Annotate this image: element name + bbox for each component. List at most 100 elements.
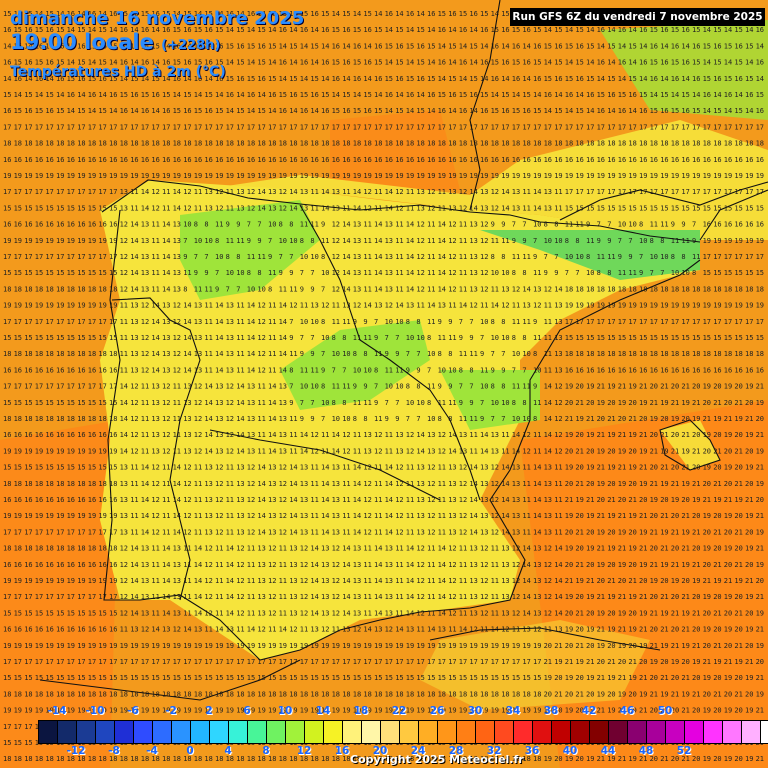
grid-value: 15 bbox=[204, 91, 212, 99]
grid-value: 16 bbox=[45, 107, 53, 115]
grid-value: 19 bbox=[448, 172, 456, 180]
grid-value: 17 bbox=[385, 658, 393, 666]
grid-value: 8 bbox=[681, 253, 685, 261]
grid-value: 15 bbox=[56, 399, 64, 407]
grid-value: 18 bbox=[745, 350, 753, 358]
grid-value: 14 bbox=[374, 609, 382, 617]
grid-value: 17 bbox=[522, 658, 530, 666]
grid-value: 14 bbox=[130, 285, 138, 293]
grid-value: 17 bbox=[24, 593, 32, 601]
grid-value: 13 bbox=[533, 545, 541, 553]
grid-value: 20 bbox=[575, 755, 583, 763]
grid-value: 10 bbox=[226, 269, 234, 277]
grid-value: 14 bbox=[289, 496, 297, 504]
grid-value: 19 bbox=[310, 707, 318, 715]
grid-value: 11 bbox=[120, 366, 128, 374]
grid-value: 11 bbox=[533, 334, 541, 342]
grid-value: 16 bbox=[67, 366, 75, 374]
grid-value: 11 bbox=[671, 237, 679, 245]
grid-value: 17 bbox=[745, 188, 753, 196]
grid-value: 16 bbox=[639, 26, 647, 34]
grid-value: 21 bbox=[724, 658, 732, 666]
grid-value: 12 bbox=[151, 188, 159, 196]
grid-value: 19 bbox=[226, 642, 234, 650]
grid-value: 12 bbox=[310, 447, 318, 455]
grid-value: 13 bbox=[385, 269, 393, 277]
grid-value: 14 bbox=[438, 609, 446, 617]
grid-value: 12 bbox=[300, 561, 308, 569]
grid-value: 14 bbox=[194, 10, 202, 18]
grid-value: 11 bbox=[459, 221, 467, 229]
grid-value: 14 bbox=[703, 59, 711, 67]
grid-value: 17 bbox=[681, 188, 689, 196]
grid-value: 12 bbox=[332, 561, 340, 569]
grid-value: 17 bbox=[77, 658, 85, 666]
grid-value: 18 bbox=[204, 140, 212, 148]
grid-value: 7 bbox=[459, 383, 463, 391]
grid-value: 17 bbox=[35, 188, 43, 196]
grid-value: 11 bbox=[130, 480, 138, 488]
grid-value: 17 bbox=[226, 123, 234, 131]
grid-value: 21 bbox=[692, 561, 700, 569]
grid-value: 18 bbox=[756, 285, 764, 293]
grid-value: 14 bbox=[120, 75, 128, 83]
grid-value: 19 bbox=[565, 707, 573, 715]
grid-value: 15 bbox=[756, 91, 764, 99]
grid-value: 19 bbox=[374, 642, 382, 650]
grid-value: 11 bbox=[130, 204, 138, 212]
grid-value: 19 bbox=[628, 593, 636, 601]
grid-value: 19 bbox=[3, 577, 11, 585]
grid-value: 11 bbox=[310, 221, 318, 229]
grid-value: 12 bbox=[332, 545, 340, 553]
grid-value: 9 bbox=[300, 415, 304, 423]
grid-value: 17 bbox=[681, 123, 689, 131]
grid-value: 19 bbox=[607, 464, 615, 472]
grid-value: 11 bbox=[194, 204, 202, 212]
grid-value: 20 bbox=[650, 707, 658, 715]
grid-value: 15 bbox=[56, 204, 64, 212]
grid-value: 11 bbox=[448, 399, 456, 407]
grid-value: 16 bbox=[204, 26, 212, 34]
grid-value: 13 bbox=[173, 609, 181, 617]
grid-value: 13 bbox=[544, 528, 552, 536]
grid-value: 21 bbox=[756, 545, 764, 553]
grid-value: 13 bbox=[173, 545, 181, 553]
grid-value: 18 bbox=[98, 755, 106, 763]
grid-value: 21 bbox=[713, 609, 721, 617]
grid-value: 19 bbox=[289, 172, 297, 180]
grid-value: 8 bbox=[575, 237, 579, 245]
grid-value: 19 bbox=[724, 302, 732, 310]
grid-value: 15 bbox=[628, 334, 636, 342]
grid-value: 21 bbox=[607, 577, 615, 585]
grid-value: 13 bbox=[554, 626, 562, 634]
grid-value: 10 bbox=[236, 269, 244, 277]
grid-value: 20 bbox=[607, 609, 615, 617]
grid-value: 8 bbox=[289, 366, 293, 374]
grid-value: 19 bbox=[56, 642, 64, 650]
grid-value: 13 bbox=[215, 431, 223, 439]
grid-value: 19 bbox=[533, 642, 541, 650]
grid-value: 14 bbox=[342, 285, 350, 293]
grid-value: 19 bbox=[342, 172, 350, 180]
grid-value: 14 bbox=[544, 383, 552, 391]
grid-value: 17 bbox=[88, 383, 96, 391]
grid-value: 17 bbox=[215, 658, 223, 666]
grid-value: 17 bbox=[88, 593, 96, 601]
grid-value: 21 bbox=[734, 561, 742, 569]
grid-value: 17 bbox=[194, 658, 202, 666]
legend-swatch bbox=[495, 721, 514, 743]
grid-value: 19 bbox=[416, 707, 424, 715]
grid-value: 17 bbox=[332, 123, 340, 131]
grid-value: 15 bbox=[215, 26, 223, 34]
grid-value: 16 bbox=[734, 366, 742, 374]
legend-swatch bbox=[457, 721, 476, 743]
grid-value: 15 bbox=[448, 674, 456, 682]
grid-value: 17 bbox=[279, 658, 287, 666]
grid-value: 18 bbox=[88, 480, 96, 488]
grid-value: 15 bbox=[681, 91, 689, 99]
grid-value: 9 bbox=[353, 383, 357, 391]
grid-value: 16 bbox=[77, 221, 85, 229]
grid-value: 9 bbox=[438, 383, 442, 391]
grid-value: 20 bbox=[544, 690, 552, 698]
